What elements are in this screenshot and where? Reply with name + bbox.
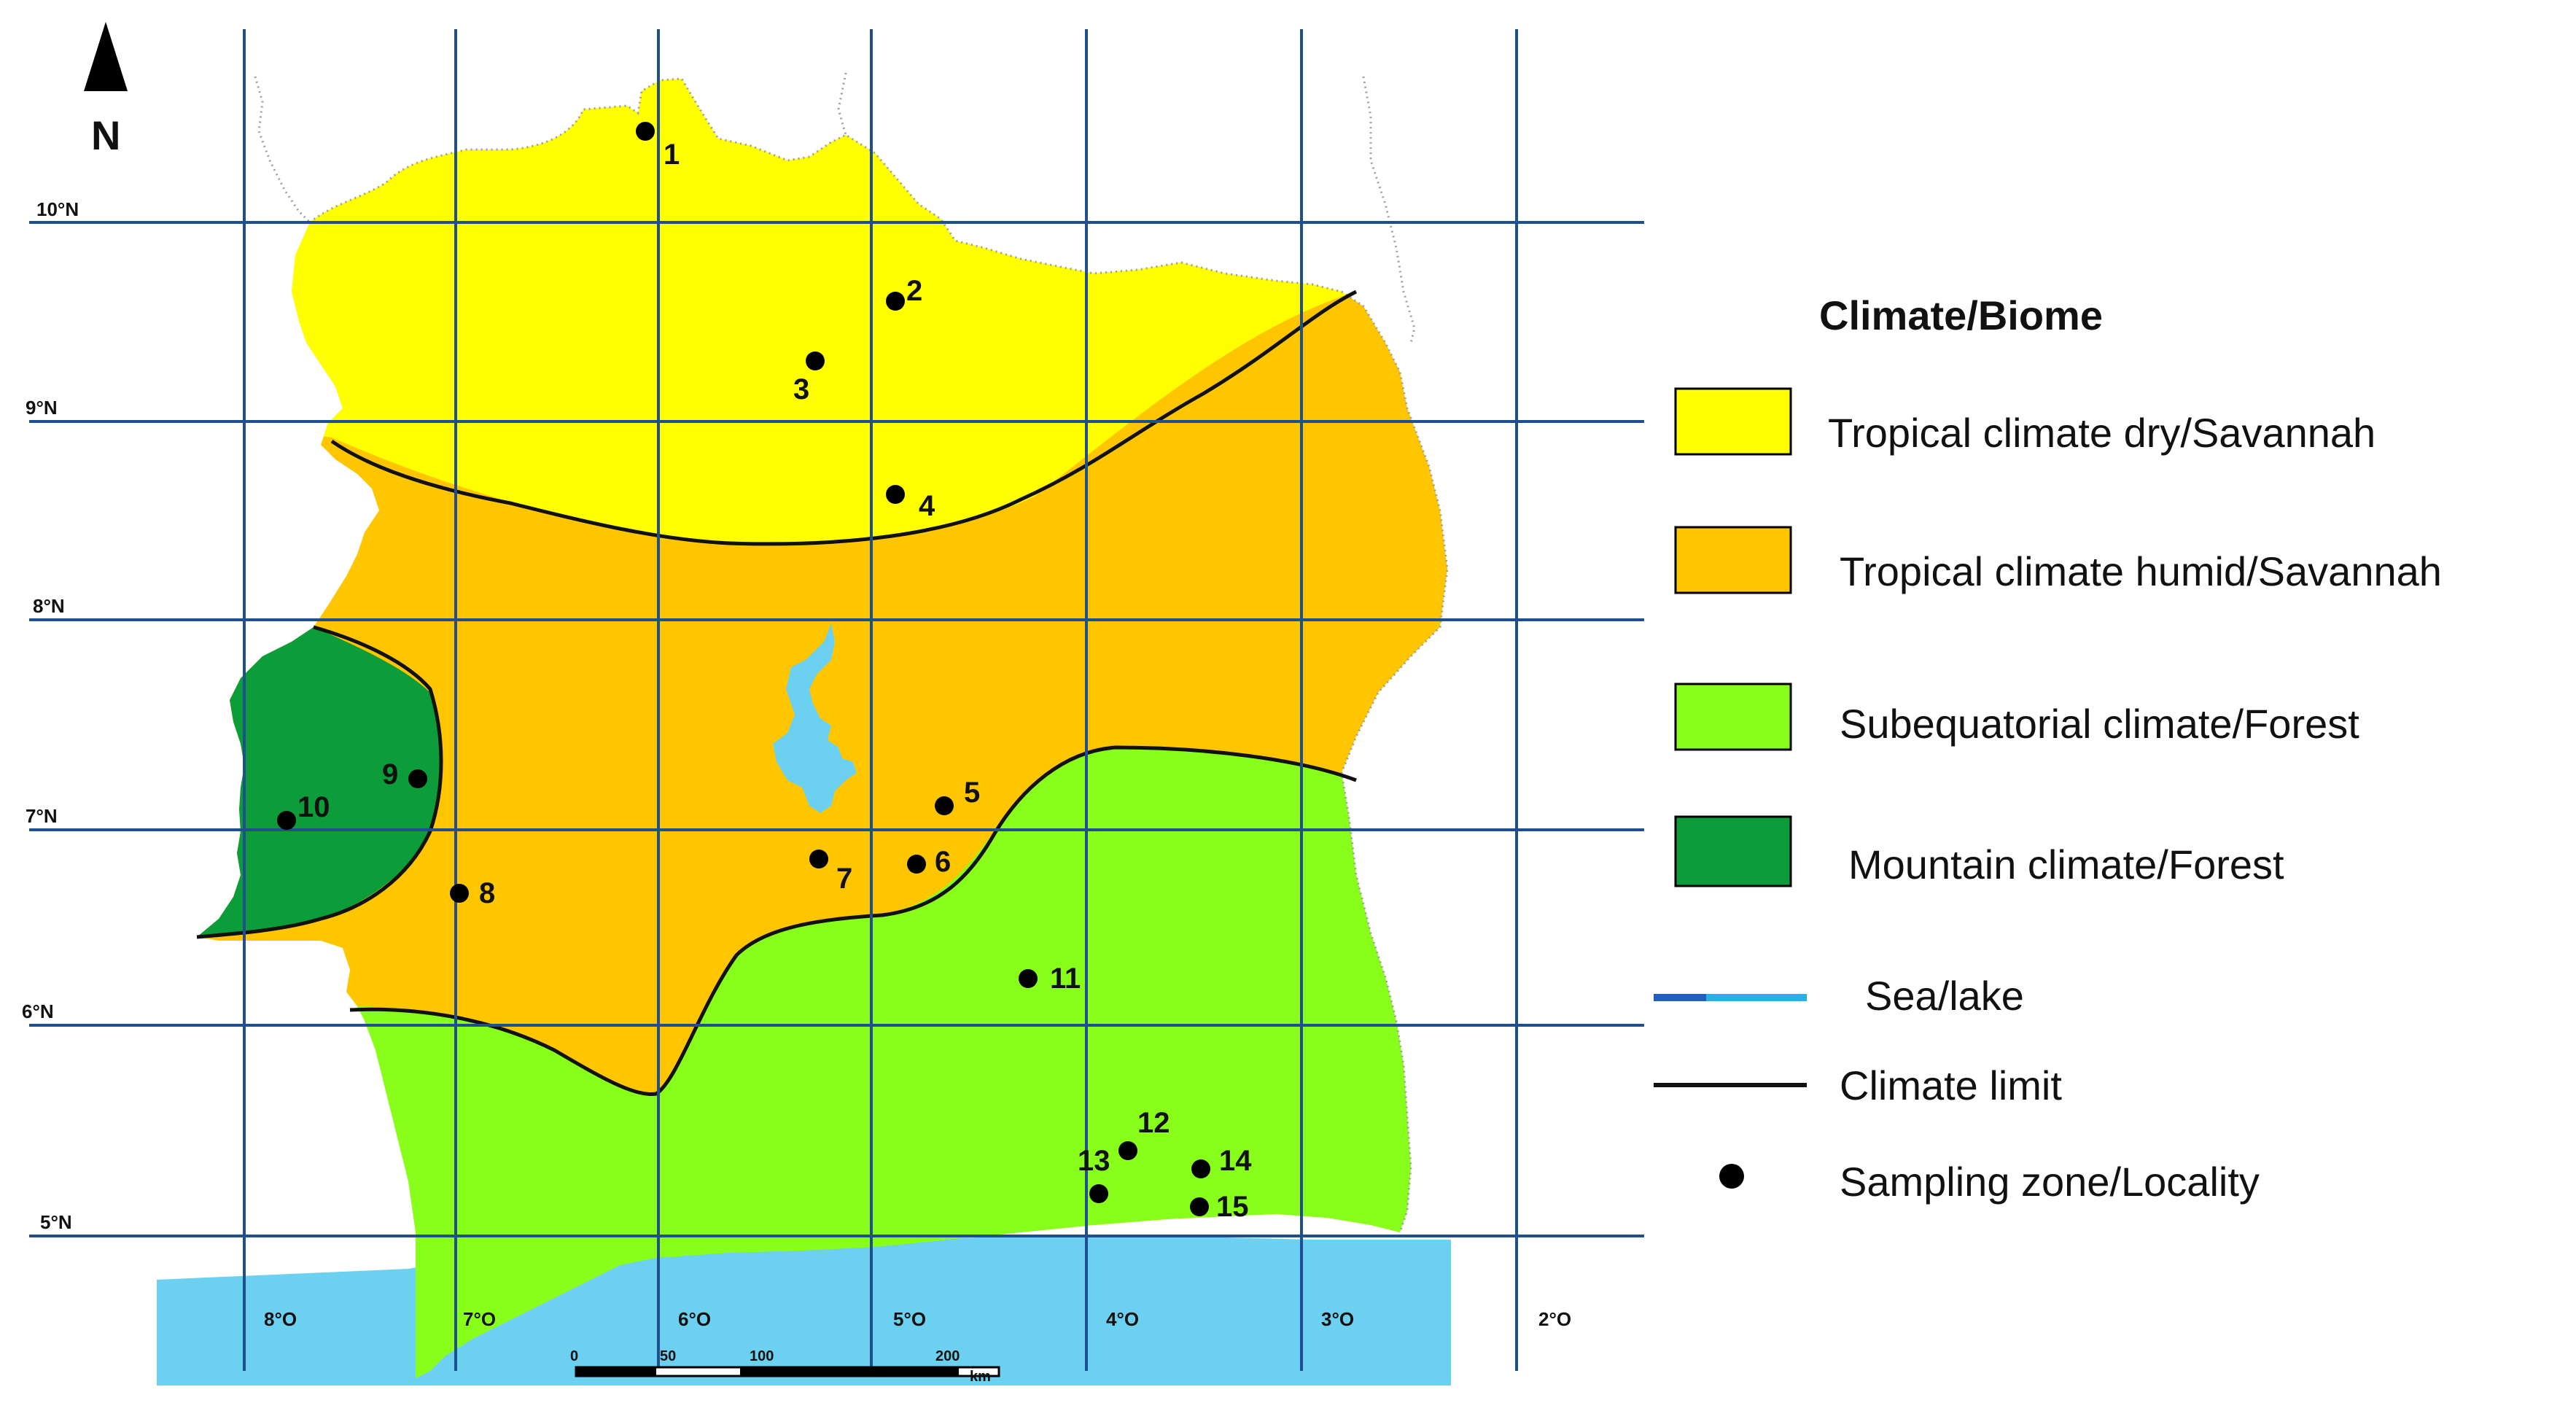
sampling-point-15	[1190, 1197, 1209, 1216]
scale-bar-segment-1	[576, 1367, 656, 1376]
sampling-point-label: 12	[1137, 1107, 1170, 1139]
longitude-labels: 8°O 7°O 6°O 5°O 4°O 3°O 2°O	[264, 1308, 1571, 1330]
climate-limit-south	[349, 745, 1357, 1097]
scale-unit: km	[970, 1369, 991, 1385]
sampling-point-6	[907, 855, 926, 874]
north-arrow-icon	[84, 22, 128, 91]
sampling-point-label: 7	[836, 863, 852, 895]
sampling-point-10	[277, 811, 296, 830]
sampling-point-4	[886, 485, 905, 504]
sampling-point-label: 9	[382, 758, 398, 790]
legend-label-sampling: Sampling zone/Locality	[1840, 1159, 2260, 1205]
lon-label-5: 5°O	[893, 1308, 926, 1330]
scale-tick-200: 200	[935, 1348, 960, 1364]
border-east-extension	[1362, 76, 1416, 343]
legend-label-tropical-dry: Tropical climate dry/Savannah	[1828, 410, 2375, 456]
legend-label-tropical-humid: Tropical climate humid/Savannah	[1840, 548, 2442, 594]
kossou-lake	[773, 623, 857, 813]
scale-bar: 0 50 100 200 km	[570, 1348, 1000, 1385]
sampling-point-11	[1019, 969, 1038, 988]
lon-label-4: 4°O	[1106, 1308, 1139, 1330]
country-border	[309, 77, 1449, 1233]
sampling-point-8	[450, 884, 469, 903]
legend-label-sea-lake: Sea/lake	[1865, 973, 2024, 1019]
latitude-labels: 10°N 9°N 8°N 7°N 6°N 5°N	[22, 198, 79, 1233]
scale-tick-100: 100	[750, 1348, 774, 1364]
border-north-east-extension	[837, 72, 847, 136]
sampling-point-label: 2	[906, 275, 922, 307]
sampling-point-label: 5	[964, 777, 980, 809]
legend-title: Climate/Biome	[1819, 292, 2103, 338]
lon-label-3: 3°O	[1321, 1308, 1354, 1330]
sampling-point-2	[886, 292, 905, 311]
legend-swatch-tropical-humid	[1674, 526, 1792, 594]
legend-label-subequatorial: Subequatorial climate/Forest	[1840, 701, 2359, 747]
legend-dot-sampling	[1719, 1164, 1744, 1189]
climate-limit-north	[330, 289, 1358, 546]
lon-label-8: 8°O	[264, 1308, 297, 1330]
lat-label-10: 10°N	[36, 198, 79, 220]
sampling-point-9	[408, 769, 427, 788]
sampling-point-label: 11	[1050, 963, 1081, 995]
lat-label-8: 8°N	[33, 595, 65, 617]
legend-swatch-subequatorial	[1674, 683, 1792, 751]
north-label: N	[91, 112, 120, 158]
legend-swatch-tropical-dry	[1674, 387, 1792, 456]
sampling-point-label: 13	[1078, 1145, 1110, 1177]
lat-label-5: 5°N	[40, 1211, 72, 1233]
legend: Climate/Biome Tropical climate dry/Savan…	[1654, 292, 2442, 1205]
sampling-point-3	[806, 351, 825, 370]
sampling-point-label: 1	[664, 139, 680, 171]
sampling-point-7	[809, 850, 828, 868]
sampling-point-1	[636, 122, 655, 141]
north-arrow: N	[84, 22, 128, 158]
sampling-points: 1 2 3 4 5 6 7 8 9 10 11 12 13 14 15	[277, 122, 1252, 1223]
scale-tick-50: 50	[660, 1348, 676, 1364]
sampling-point-label: 4	[919, 490, 935, 522]
sampling-point-label: 3	[793, 373, 809, 405]
scale-tick-0: 0	[570, 1348, 578, 1364]
sampling-point-label: 8	[479, 877, 495, 909]
lon-label-7: 7°O	[463, 1308, 496, 1330]
sampling-point-13	[1089, 1184, 1108, 1203]
lon-label-2: 2°O	[1538, 1308, 1571, 1330]
sampling-point-label: 15	[1216, 1191, 1249, 1223]
legend-swatch-mountain	[1674, 815, 1792, 887]
graticule	[29, 29, 1644, 1371]
sampling-point-label: 14	[1219, 1145, 1252, 1177]
sampling-point-12	[1118, 1141, 1137, 1160]
lat-label-6: 6°N	[22, 1000, 54, 1022]
lon-label-6: 6°O	[678, 1308, 711, 1330]
border-north-west-extension	[254, 76, 311, 224]
lat-label-9: 9°N	[26, 397, 58, 419]
sampling-point-5	[935, 796, 954, 815]
legend-label-climate-limit: Climate limit	[1840, 1062, 2062, 1108]
sampling-point-label: 6	[935, 846, 951, 878]
scale-bar-segment-2	[740, 1367, 959, 1376]
sampling-point-label: 10	[297, 791, 330, 823]
sampling-point-14	[1191, 1159, 1210, 1178]
lat-label-7: 7°N	[26, 805, 58, 827]
legend-label-mountain: Mountain climate/Forest	[1848, 841, 2284, 887]
